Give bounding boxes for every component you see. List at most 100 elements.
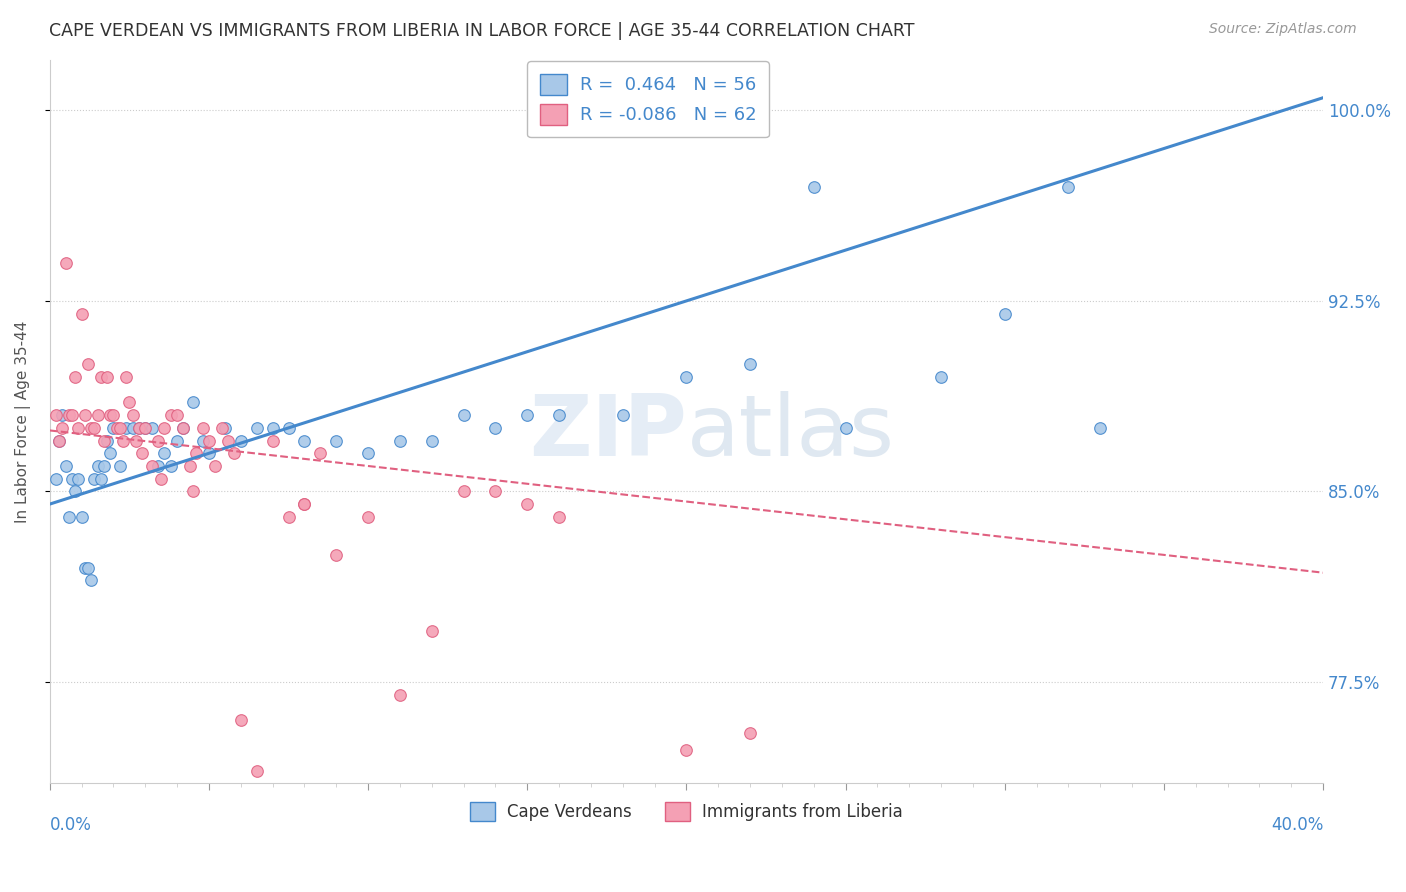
Point [420,624,443,639]
Point [83,472,105,486]
Point [803,179,825,194]
Point [73,408,96,422]
Point [45,408,67,422]
Point [325,434,347,448]
Point [80,574,103,588]
Point [675,743,697,757]
Point [58,509,80,524]
Point [277,509,299,524]
Point [740,358,762,372]
Point [181,395,204,409]
Point [740,725,762,739]
Point [63,370,86,384]
Point [453,408,475,422]
Point [60,472,83,486]
Point [67,421,90,435]
Point [48,434,70,448]
Point [166,434,188,448]
Point [186,446,208,460]
Point [128,421,150,435]
Point [211,421,233,435]
Point [70,307,93,321]
Point [1090,421,1112,435]
Point [121,421,143,435]
Point [96,370,118,384]
Point [229,434,252,448]
Point [153,421,176,435]
Point [294,434,316,448]
Text: Source: ZipAtlas.com: Source: ZipAtlas.com [1209,22,1357,37]
Point [172,421,194,435]
Point [90,370,112,384]
Point [294,497,316,511]
Point [309,446,332,460]
Point [548,509,571,524]
Point [179,458,201,473]
Point [198,434,221,448]
Point [516,408,538,422]
Point [929,370,952,384]
Point [994,307,1017,321]
Point [51,408,73,422]
Point [516,497,538,511]
Point [181,484,204,499]
Point [262,434,284,448]
Point [150,472,173,486]
Point [98,408,121,422]
Point [96,434,118,448]
Point [103,421,125,435]
Point [388,434,411,448]
Point [159,408,181,422]
Point [45,472,67,486]
Point [115,370,138,384]
Point [191,421,214,435]
Point [77,560,100,574]
Point [277,421,299,435]
Point [60,408,83,422]
Point [108,458,131,473]
Point [153,446,176,460]
Point [325,548,347,562]
Point [83,421,105,435]
Point [262,421,284,435]
Point [63,484,86,499]
Text: 40.0%: 40.0% [1271,816,1323,834]
Point [166,408,188,422]
Point [191,434,214,448]
Point [172,421,194,435]
Point [80,421,103,435]
Point [93,458,115,473]
Text: CAPE VERDEAN VS IMMIGRANTS FROM LIBERIA IN LABOR FORCE | AGE 35-44 CORRELATION C: CAPE VERDEAN VS IMMIGRANTS FROM LIBERIA … [49,22,915,40]
Point [484,484,506,499]
Point [121,408,143,422]
Text: atlas: atlas [686,391,894,474]
Point [105,421,128,435]
Point [198,446,221,460]
Point [141,421,163,435]
Point [125,434,148,448]
Point [357,446,380,460]
Point [131,446,153,460]
Y-axis label: In Labor Force | Age 35-44: In Labor Force | Age 35-44 [15,320,31,523]
Point [204,458,226,473]
Point [55,458,77,473]
Point [134,421,156,435]
Point [77,358,100,372]
Point [55,256,77,270]
Point [141,458,163,473]
Legend: Cape Verdeans, Immigrants from Liberia: Cape Verdeans, Immigrants from Liberia [463,794,911,830]
Point [128,421,150,435]
Point [48,434,70,448]
Point [1057,179,1080,194]
Point [86,458,108,473]
Point [548,408,571,422]
Point [388,688,411,702]
Point [115,421,138,435]
Point [246,421,269,435]
Point [98,446,121,460]
Point [675,370,697,384]
Point [214,421,236,435]
Point [86,408,108,422]
Point [103,408,125,422]
Point [159,458,181,473]
